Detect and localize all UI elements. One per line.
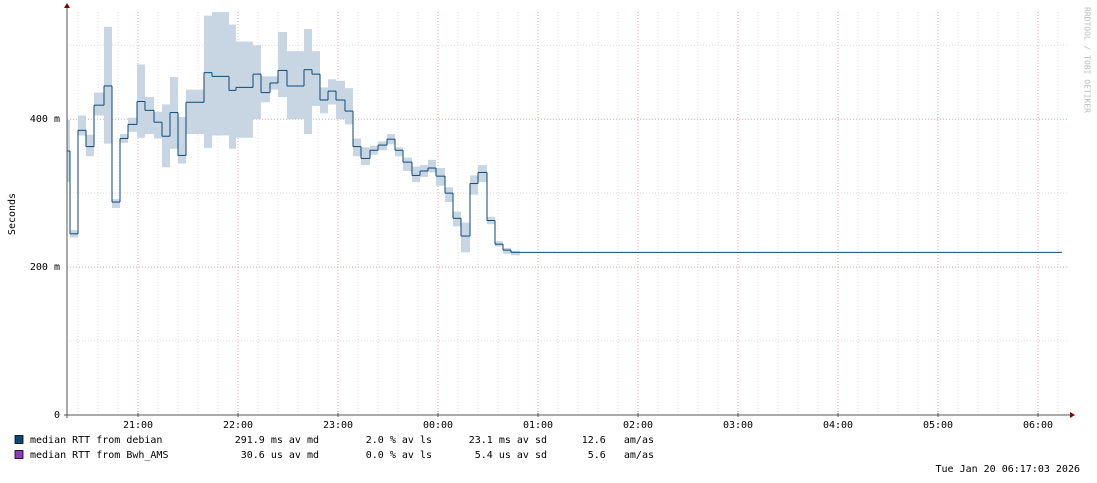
band <box>345 88 353 125</box>
band <box>212 12 229 136</box>
band <box>361 147 370 166</box>
legend-stat: 5.4 us av sd <box>475 450 547 461</box>
band <box>145 97 154 135</box>
y-axis-label: Seconds <box>7 193 18 235</box>
watermark: RRDTOOL / TOBI OETIKER <box>1083 7 1092 113</box>
band <box>229 24 236 149</box>
band <box>453 211 461 227</box>
band <box>236 41 253 138</box>
legend-stat: 291.9 ms av md <box>235 435 319 446</box>
band <box>287 51 304 120</box>
band <box>104 26 112 144</box>
x-tick-label: 01:00 <box>523 420 553 431</box>
x-tick-label: 22:00 <box>223 420 253 431</box>
x-tick-label: 02:00 <box>623 420 653 431</box>
band <box>112 199 120 208</box>
band <box>186 89 204 135</box>
x-tick-label: 00:00 <box>423 420 453 431</box>
legend-swatch <box>14 435 24 444</box>
legend-stat: 23.1 ms av sd <box>469 435 547 446</box>
x-tick-label: 23:00 <box>323 420 353 431</box>
band <box>154 111 162 139</box>
band <box>428 159 436 173</box>
band <box>86 134 94 157</box>
band <box>178 117 186 164</box>
band <box>470 175 478 195</box>
band <box>253 45 261 120</box>
band <box>94 92 104 116</box>
legend-label: median RTT from Bwh_AMS <box>30 450 168 461</box>
legend-stat: 2.0 % av ls <box>366 435 432 446</box>
x-tick-label: 05:00 <box>923 420 953 431</box>
band <box>312 51 320 106</box>
band <box>378 141 387 151</box>
band <box>412 166 420 183</box>
axis-arrow <box>1070 412 1075 418</box>
band <box>204 15 212 149</box>
legend-stat: 30.6 us av md <box>241 450 319 461</box>
x-tick-label: 04:00 <box>823 420 853 431</box>
band <box>395 147 403 157</box>
x-tick-label: 06:00 <box>1023 420 1053 431</box>
y-tick-label: 400 m <box>30 114 60 125</box>
band <box>403 157 412 171</box>
band <box>445 187 453 203</box>
band <box>353 138 361 157</box>
legend-swatch <box>14 450 24 459</box>
legend-stat: 0.0 % av ls <box>366 450 432 461</box>
y-tick-label: 200 m <box>30 262 60 273</box>
band <box>304 29 312 135</box>
band <box>261 76 270 103</box>
legend-stat: 5.6 am/as <box>588 450 654 461</box>
y-tick-label: 0 <box>54 410 60 421</box>
x-tick-label: 21:00 <box>123 420 153 431</box>
axis-arrow <box>64 3 70 8</box>
legend-label: median RTT from debian <box>30 435 162 446</box>
band <box>436 168 445 186</box>
timestamp: Tue Jan 20 06:17:03 2026 <box>936 464 1081 475</box>
band <box>511 250 520 256</box>
band <box>461 222 470 253</box>
band <box>278 31 287 98</box>
x-tick-label: 03:00 <box>723 420 753 431</box>
legend-stat: 12.6 am/as <box>582 435 654 446</box>
band <box>78 115 86 136</box>
band <box>478 165 487 183</box>
band <box>328 79 336 105</box>
band <box>503 247 511 254</box>
